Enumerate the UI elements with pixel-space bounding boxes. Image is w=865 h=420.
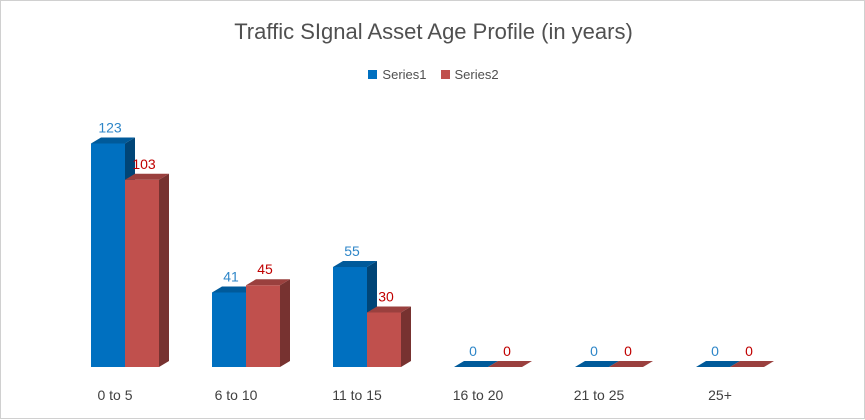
data-label-series2-1: 45 xyxy=(257,261,273,277)
data-label-series1-2: 55 xyxy=(344,243,360,259)
bar-front xyxy=(246,285,280,367)
bar-top xyxy=(246,279,290,286)
bar-front xyxy=(125,179,159,367)
legend-label-series1: Series1 xyxy=(382,67,427,82)
data-label-series2-0: 103 xyxy=(132,156,156,172)
bar-top xyxy=(367,306,411,313)
legend-swatch-series1 xyxy=(368,70,378,79)
legend-item-series1: Series1 xyxy=(368,67,427,82)
x-tick-label: 6 to 10 xyxy=(215,387,258,403)
bar-top xyxy=(609,361,653,367)
bar-series2-2 xyxy=(367,306,411,367)
data-label-series2-2: 30 xyxy=(378,288,394,304)
legend-item-series2: Series2 xyxy=(440,67,499,82)
bar-top xyxy=(696,361,740,367)
x-tick-label: 25+ xyxy=(708,387,732,403)
data-label-series1-5: 0 xyxy=(711,343,719,359)
bar-side xyxy=(401,306,411,367)
bar-top xyxy=(212,286,256,293)
bar-series1-3 xyxy=(454,361,498,367)
legend: Series1 Series2 xyxy=(1,67,865,82)
chart-title: Traffic SIgnal Asset Age Profile (in yea… xyxy=(234,19,633,44)
x-tick-label: 16 to 20 xyxy=(453,387,504,403)
bar-series2-3 xyxy=(488,361,532,367)
x-tick-label: 21 to 25 xyxy=(574,387,625,403)
bar-top xyxy=(488,361,532,367)
data-label-series1-0: 123 xyxy=(98,119,122,135)
bar-series1-5 xyxy=(696,361,740,367)
bar-series1-4 xyxy=(575,361,619,367)
data-label-series2-5: 0 xyxy=(745,343,753,359)
bar-top xyxy=(730,361,774,367)
data-label-series2-4: 0 xyxy=(624,343,632,359)
data-label-series2-3: 0 xyxy=(503,343,511,359)
bar-top xyxy=(91,137,135,144)
bar-series2-1 xyxy=(246,279,290,367)
bar-series2-4 xyxy=(609,361,653,367)
x-tick-label: 11 to 15 xyxy=(332,387,382,403)
bar-top xyxy=(454,361,498,367)
bar-top xyxy=(125,173,169,180)
bar-front xyxy=(212,292,246,367)
bar-top xyxy=(333,261,377,268)
x-tick-label: 0 to 5 xyxy=(97,387,132,403)
bar-side xyxy=(280,279,290,367)
bar-side xyxy=(159,173,169,367)
legend-swatch-series2 xyxy=(440,70,450,79)
data-label-series1-4: 0 xyxy=(590,343,598,359)
bar-series2-0 xyxy=(125,173,169,367)
data-label-series1-3: 0 xyxy=(469,343,477,359)
bar-front xyxy=(91,143,125,367)
bar-front xyxy=(333,267,367,367)
legend-label-series2: Series2 xyxy=(454,67,499,82)
bar-front xyxy=(367,312,401,367)
bar-series2-5 xyxy=(730,361,774,367)
data-label-series1-1: 41 xyxy=(223,268,239,284)
bar-top xyxy=(575,361,619,367)
